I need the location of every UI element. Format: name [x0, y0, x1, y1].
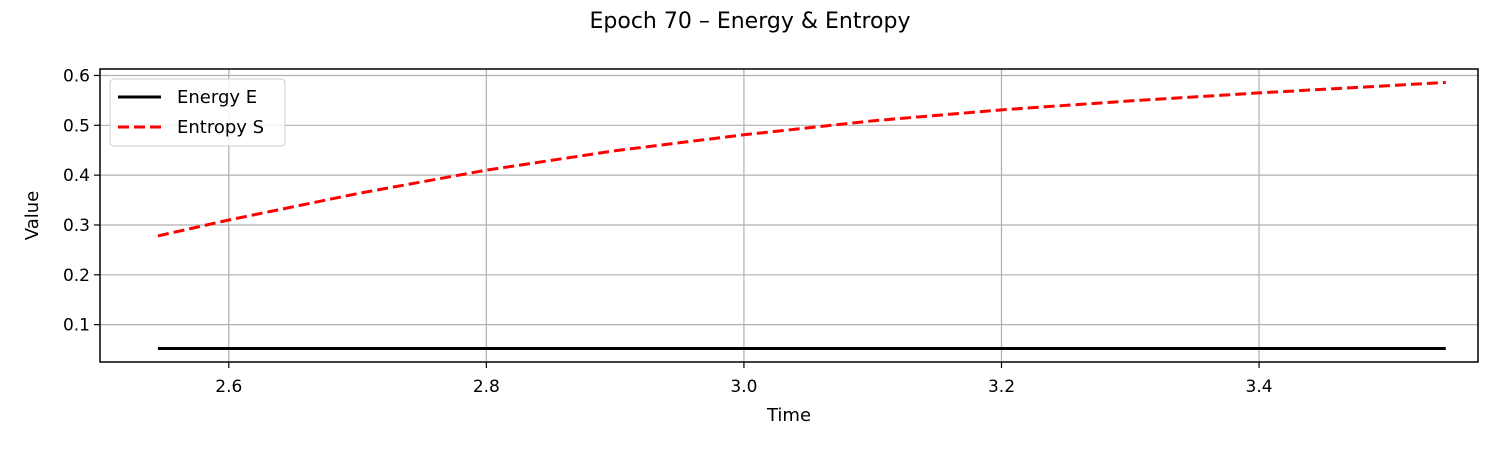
y-tick-label: 0.5: [63, 116, 90, 136]
x-tick-label: 3.2: [988, 377, 1015, 397]
x-tick-label: 2.8: [473, 377, 500, 397]
y-axis-label: Value: [22, 191, 43, 240]
y-tick-label: 0.1: [63, 316, 90, 336]
grid-lines: [100, 69, 1478, 362]
y-tick-label: 0.2: [63, 266, 90, 286]
legend-label-entropy: Entropy S: [177, 117, 264, 138]
x-tick-label: 3.4: [1246, 377, 1273, 397]
y-tick-label: 0.3: [63, 216, 90, 236]
plot-frame: [99, 68, 1479, 363]
chart-title: Epoch 70 – Energy & Entropy: [590, 9, 911, 34]
x-tick-label: 2.6: [215, 377, 242, 397]
series-lines: [157, 80, 1446, 351]
legend-label-energy: Energy E: [177, 87, 257, 108]
x-tick-label: 3.0: [730, 377, 757, 397]
legend: Energy E Entropy S: [109, 78, 286, 147]
y-tick-label: 0.6: [63, 66, 90, 86]
y-tick-label: 0.4: [63, 166, 90, 186]
x-axis-label: Time: [766, 405, 811, 426]
axis-ticks: 2.6 2.8 3.0 3.2 3.4 0.1 0.2 0.3 0.4 0.5 0.6: [63, 66, 1273, 397]
series-line-entropy-s: [157, 80, 1446, 238]
